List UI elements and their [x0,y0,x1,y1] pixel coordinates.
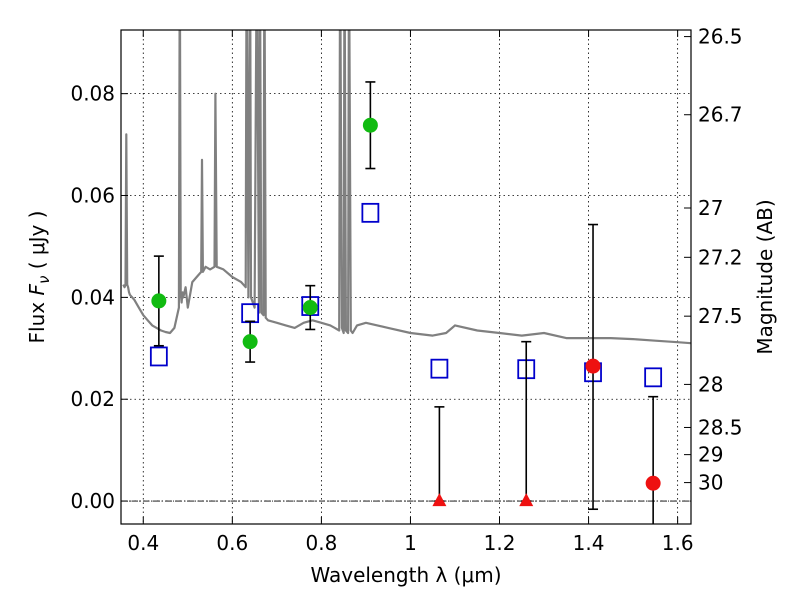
y-tick-label: 0.00 [70,489,115,513]
y2-tick-label: 26.5 [698,25,743,49]
y2-tick-label: 27 [698,196,723,220]
low-significance-point [585,358,601,374]
model-photometry-square [361,202,380,223]
observed-flux-point [242,334,258,350]
y2-tick-label: 30 [698,471,723,495]
plot-background [121,30,691,524]
axis-ticks: 0.4 0.6 0.8 1 1.2 1.4 1.6 0.00 0.02 0.04 0.06 0.08 2… [70,25,742,555]
y-axis-label-symbol: F [25,284,49,296]
y2-tick-label: 27.2 [698,245,743,269]
x-tick-label: 1.2 [484,531,516,555]
x-tick-label: 1 [404,531,417,555]
upper-limit-triangle [519,493,534,507]
observed-flux-point [302,300,318,316]
y2-tick-label: 26.7 [698,103,743,127]
model-photometry-square [644,367,663,388]
model-photometry-square [149,346,168,367]
x-tick-label: 0.6 [216,531,248,555]
observed-flux-point [362,117,378,133]
y2-tick-label: 27.5 [698,304,743,328]
x-tick-label: 0.4 [127,531,159,555]
y-axis-label: Flux Fν ( μJy ) [25,211,53,344]
x-axis-label: Wavelength λ (μm) [310,563,501,587]
y-tick-label: 0.04 [70,285,115,309]
model-spectrum-line [122,30,691,345]
right-y-axis-label: Magnitude (AB) [753,199,777,354]
y-axis-label-prefix: Flux [25,296,49,344]
model-photometry-square [430,358,449,379]
x-tick-label: 0.8 [305,531,337,555]
y-axis-label-subscript: ν [35,276,53,284]
y-axis-label-unit: ( μJy ) [25,211,49,276]
plot-frame [120,29,692,525]
y-tick-label: 0.02 [70,387,115,411]
y2-tick-label: 28 [698,372,723,396]
y2-tick-label: 28.5 [698,415,743,439]
x-tick-label: 1.6 [662,531,694,555]
upper-limit-triangle [432,493,447,507]
y2-tick-label: 29 [698,443,723,467]
observed-flux-point [151,293,167,309]
low-significance-point [645,475,661,491]
y-tick-label: 0.06 [70,184,115,208]
marker-layer [149,81,663,524]
data-layer [122,30,691,345]
y-tick-label: 0.08 [70,82,115,106]
x-tick-label: 1.4 [573,531,605,555]
